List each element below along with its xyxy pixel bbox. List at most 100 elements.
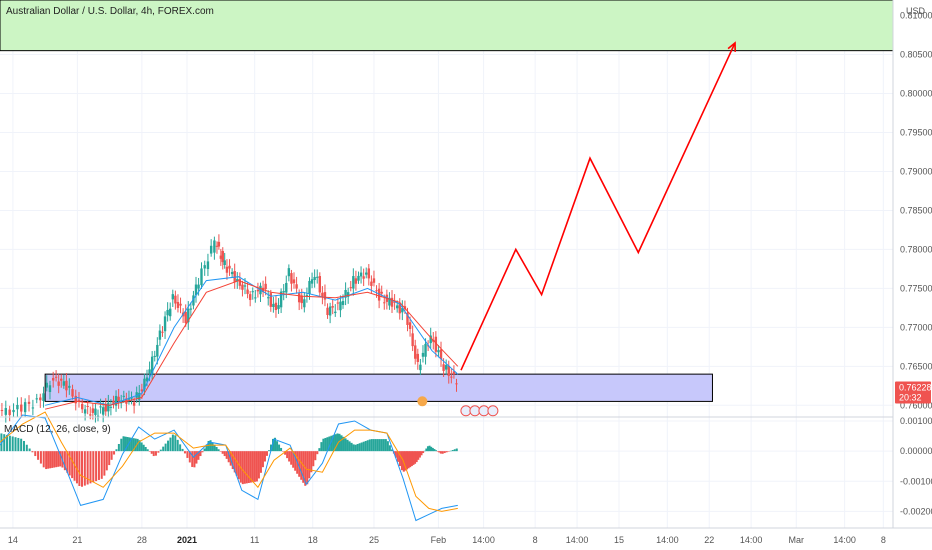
time-tick-label: Mar xyxy=(789,535,805,545)
macd-histogram-bar xyxy=(20,438,23,452)
target-zone xyxy=(0,0,894,52)
macd-histogram-bar xyxy=(441,451,444,454)
candle-body xyxy=(388,297,391,306)
macd-histogram-bar xyxy=(174,435,177,452)
macd-histogram-bar xyxy=(378,439,381,452)
projection-arrowhead xyxy=(727,41,736,52)
macd-histogram-bar xyxy=(117,443,120,452)
candle-body xyxy=(91,408,95,413)
candle-body xyxy=(277,305,280,309)
time-tick-label: 14:00 xyxy=(656,535,679,545)
price-badge xyxy=(895,391,931,404)
macd-histogram-bar xyxy=(75,451,78,484)
time-tick-label: 14:00 xyxy=(472,535,495,545)
macd-histogram-bar xyxy=(227,451,230,463)
candle-body xyxy=(192,295,195,306)
macd-histogram-bar xyxy=(115,449,118,452)
macd-histogram-bar xyxy=(159,449,162,452)
macd-histogram-bar xyxy=(360,442,363,452)
candle-body xyxy=(209,245,213,254)
macd-histogram-bar xyxy=(259,451,262,473)
macd-histogram-bar xyxy=(274,437,277,452)
macd-histogram-bar xyxy=(428,445,431,452)
candle-body xyxy=(442,364,445,371)
macd-histogram-bar xyxy=(320,442,323,452)
macd-histogram-bar xyxy=(45,451,48,470)
macd-histogram-bar xyxy=(284,451,287,455)
macd-histogram-bar xyxy=(207,440,210,452)
candle-body xyxy=(380,291,383,294)
candle-body xyxy=(197,284,200,289)
candle-body xyxy=(408,322,412,329)
macd-histogram-bar xyxy=(103,451,106,476)
macd-histogram-bar xyxy=(394,451,397,458)
macd-histogram-bar xyxy=(71,451,74,479)
macd-histogram-bar xyxy=(42,451,45,468)
macd-histogram-bar xyxy=(6,434,9,452)
macd-histogram-bar xyxy=(17,437,20,452)
macd-histogram-bar xyxy=(322,438,325,452)
time-tick-label: 15 xyxy=(614,535,624,545)
candle-body xyxy=(156,344,159,357)
candle-body xyxy=(27,401,31,404)
candle-body xyxy=(336,302,340,304)
candle-body xyxy=(48,385,52,393)
price-badge-text: 20:32 xyxy=(899,393,922,403)
candle-body xyxy=(401,308,404,313)
candle-body xyxy=(179,303,182,306)
macd-histogram-bar xyxy=(223,451,226,457)
macd-histogram-bar xyxy=(445,451,448,453)
macd-histogram-bar xyxy=(370,439,373,452)
macd-histogram-bar xyxy=(280,447,283,452)
macd-histogram-bar xyxy=(364,440,367,452)
macd-histogram-bar xyxy=(261,451,264,468)
candle-body xyxy=(251,291,254,293)
macd-histogram-bar xyxy=(211,442,214,452)
macd-histogram-bar xyxy=(164,443,167,452)
candle-body xyxy=(89,414,92,416)
macd-histogram-bar xyxy=(169,437,172,452)
candle-body xyxy=(331,306,334,308)
time-tick-label: 28 xyxy=(137,535,147,545)
macd-histogram-bar xyxy=(209,440,212,452)
macd-histogram-bar xyxy=(316,451,319,455)
candle-body xyxy=(145,377,149,382)
macd-histogram-bar xyxy=(340,435,343,452)
macd-histogram-bar xyxy=(310,451,313,473)
macd-histogram-bar xyxy=(110,451,113,460)
macd-histogram-bar xyxy=(312,451,315,467)
macd-histogram-bar xyxy=(167,440,170,452)
macd-histogram-bar xyxy=(154,451,157,456)
macd-histogram-bar xyxy=(241,451,244,485)
candle-body xyxy=(112,400,115,405)
macd-histogram-bar xyxy=(247,451,250,483)
macd-histogram-bar xyxy=(55,451,58,468)
candle-body xyxy=(107,402,110,412)
macd-histogram-bar xyxy=(25,444,28,452)
time-tick-label: 22 xyxy=(704,535,714,545)
candle-body xyxy=(99,406,102,408)
candle-body xyxy=(161,331,164,333)
macd-histogram-bar xyxy=(37,451,40,460)
macd-histogram-bar xyxy=(420,451,423,456)
macd-tick-label: -0.00200 xyxy=(900,506,932,516)
macd-histogram-bar xyxy=(150,451,153,454)
macd-histogram-bar xyxy=(39,451,42,464)
candle-body xyxy=(163,316,167,332)
candle-body xyxy=(390,297,394,307)
macd-histogram-bar xyxy=(235,451,238,476)
macd-histogram-bar xyxy=(398,451,401,467)
candle-body xyxy=(23,402,27,413)
candle-body xyxy=(117,396,120,402)
candle-body xyxy=(318,276,322,293)
candle-body xyxy=(419,364,422,371)
candle-body xyxy=(127,398,131,400)
candle-body xyxy=(187,308,190,323)
macd-histogram-bar xyxy=(197,451,200,460)
candle-body xyxy=(35,398,38,400)
candle-body xyxy=(285,282,288,293)
price-tick-label: 0.77500 xyxy=(900,283,932,293)
macd-histogram-bar xyxy=(193,451,196,468)
macd-histogram-bar xyxy=(332,434,335,452)
